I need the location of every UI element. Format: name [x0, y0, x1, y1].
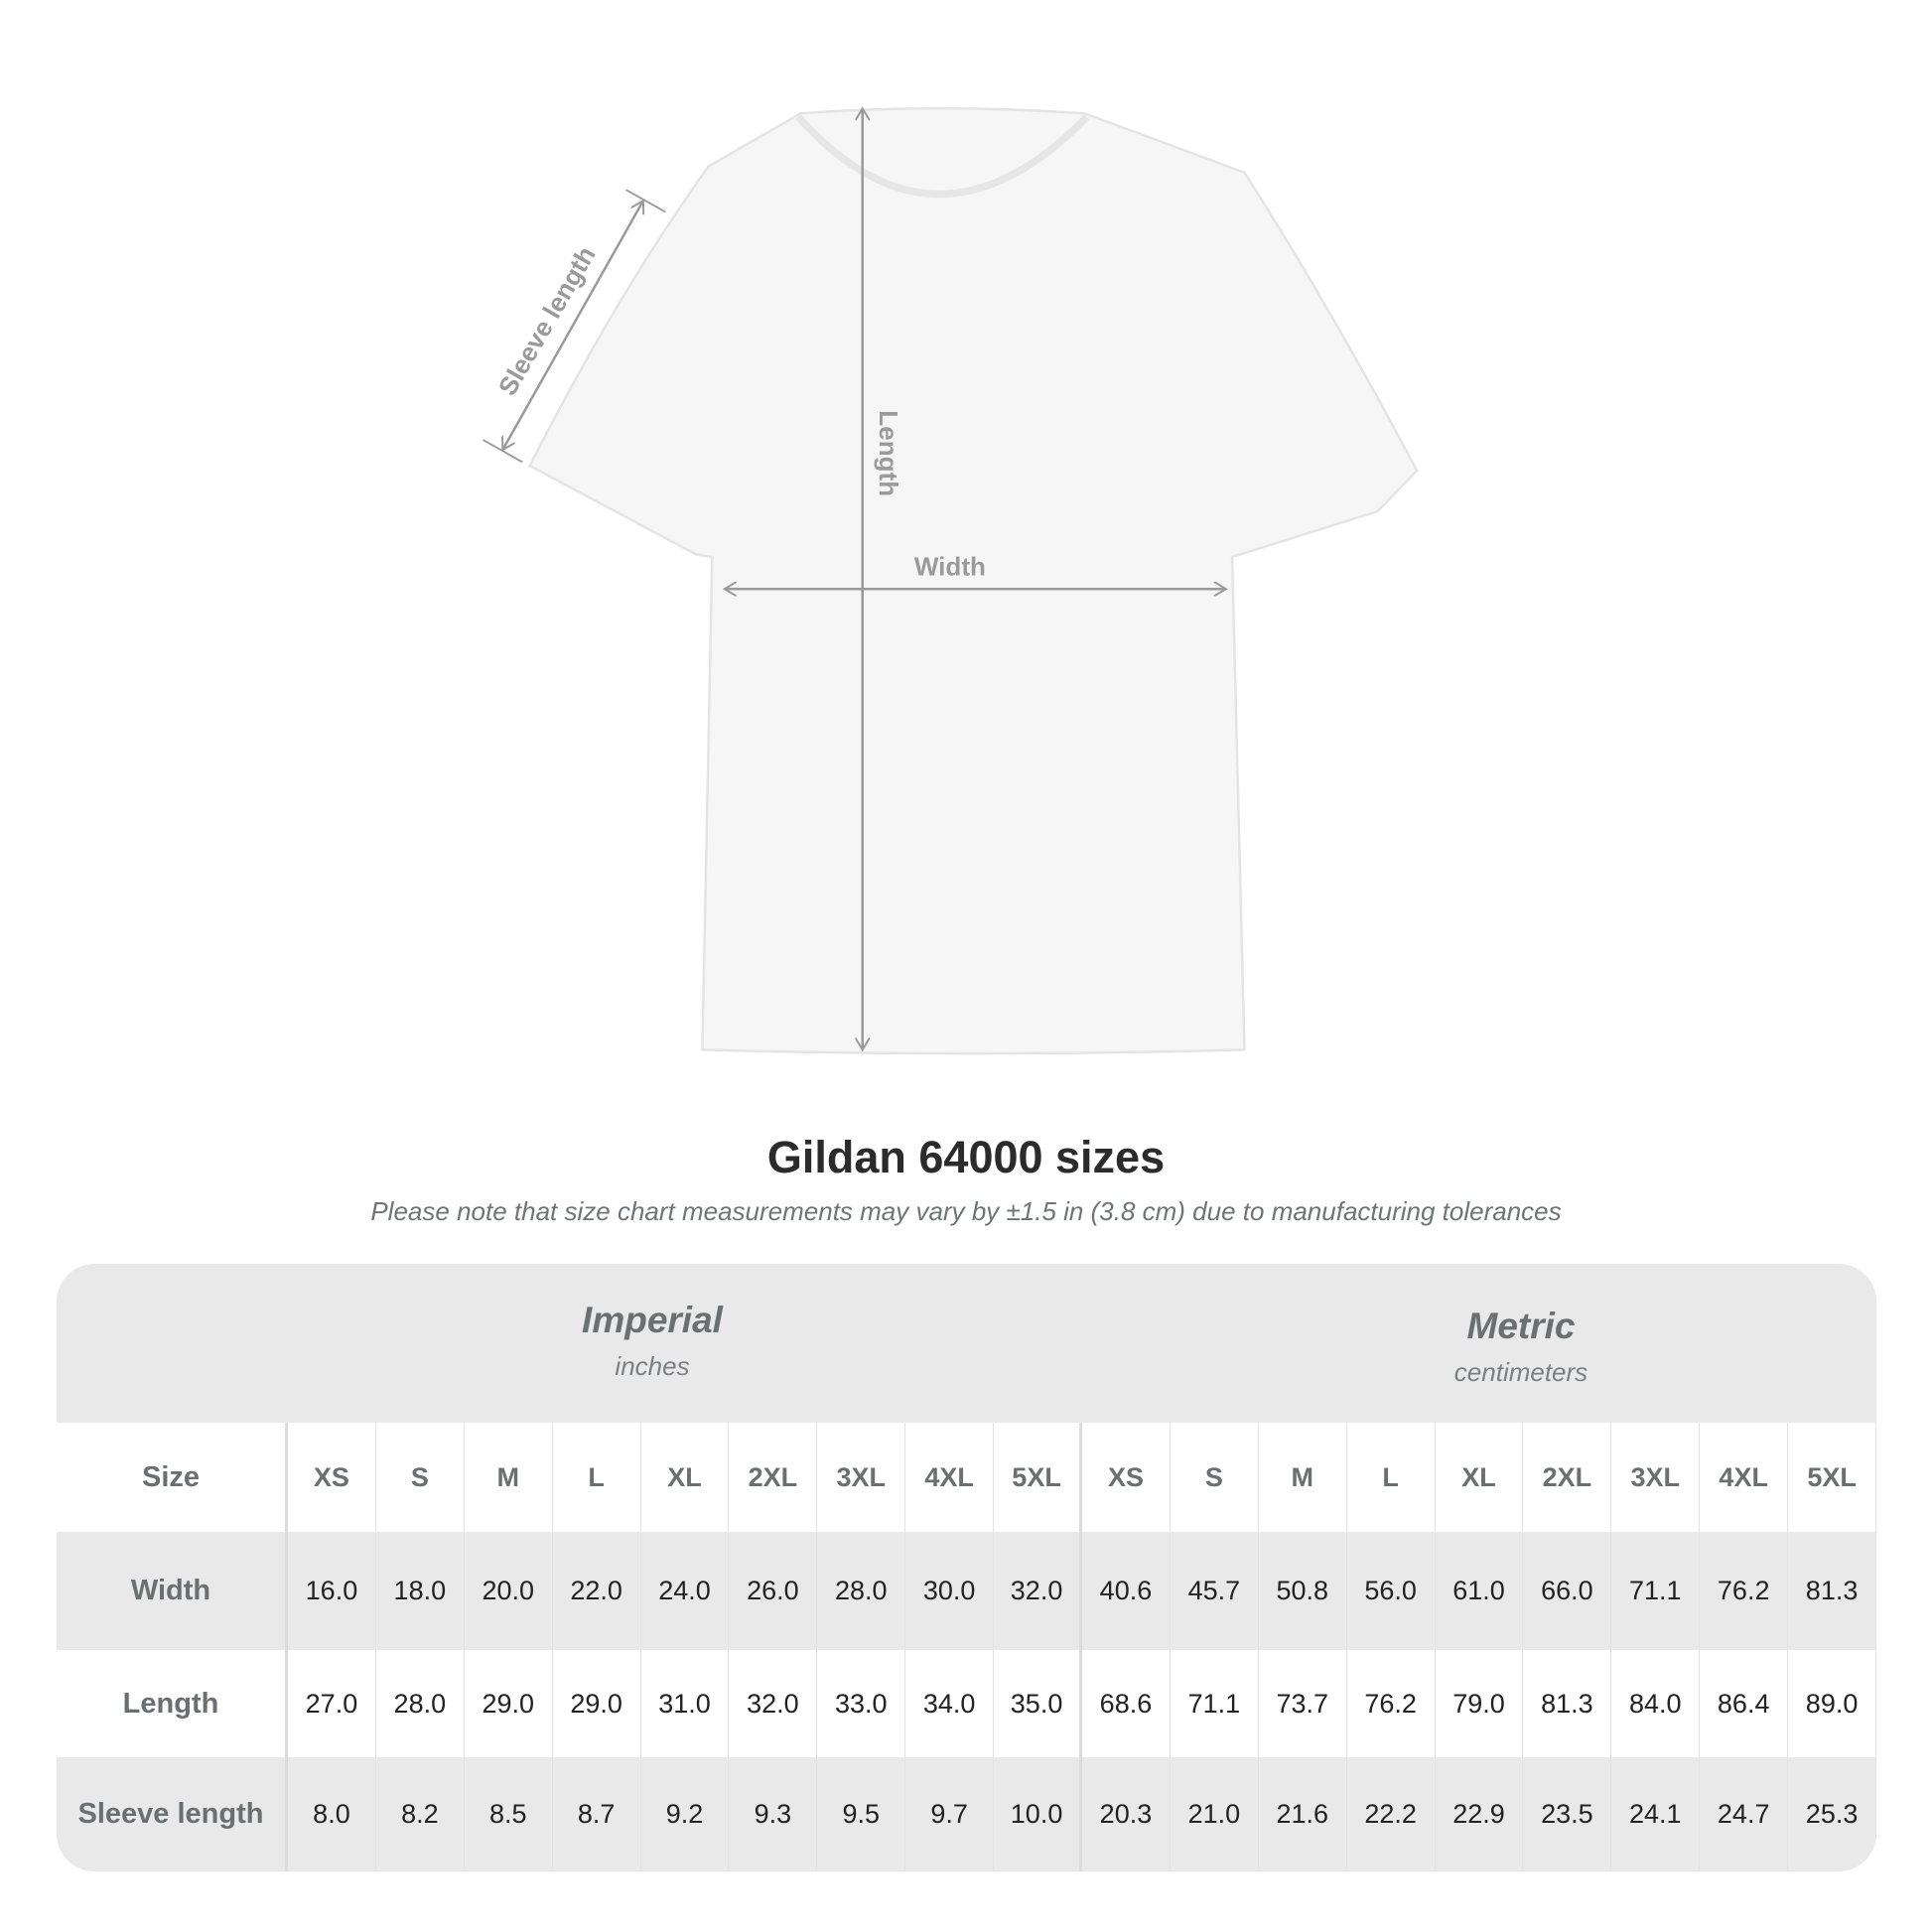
size-table: Imperial inches Metric centimeters Size X…	[57, 1264, 1876, 1871]
imperial-title: Imperial	[582, 1300, 723, 1340]
cell-metric: 71.1	[1611, 1532, 1701, 1650]
cell-metric: 40.6	[1082, 1532, 1171, 1650]
cell-metric: 89.0	[1788, 1650, 1876, 1757]
table-row: Sleeve length 8.0 8.2 8.5 8.7 9.2 9.3 9.5 9.7 10.…	[57, 1757, 1876, 1871]
cell-imperial: 16.0	[288, 1532, 376, 1650]
cell-metric: 21.6	[1259, 1757, 1347, 1871]
size-header-metric: S	[1171, 1423, 1259, 1532]
cell-metric: 81.3	[1788, 1532, 1876, 1650]
metric-title: Metric	[1466, 1306, 1576, 1346]
cell-imperial: 31.0	[641, 1650, 730, 1757]
size-header-imperial: L	[553, 1423, 641, 1532]
cell-imperial: 9.7	[905, 1757, 995, 1871]
size-header-imperial: 3XL	[817, 1423, 906, 1532]
unit-header	[57, 1264, 1876, 1423]
cell-imperial: 27.0	[288, 1650, 376, 1757]
cell-metric: 79.0	[1436, 1650, 1524, 1757]
cell-metric: 24.1	[1611, 1757, 1701, 1871]
cell-metric: 86.4	[1700, 1650, 1789, 1757]
cell-metric: 66.0	[1523, 1532, 1612, 1650]
size-header-imperial: XS	[288, 1423, 376, 1532]
cell-imperial: 8.5	[465, 1757, 553, 1871]
length-label: Length	[874, 410, 903, 496]
size-header-imperial: 2XL	[729, 1423, 818, 1532]
row-label: Width	[57, 1532, 288, 1650]
cell-metric: 25.3	[1788, 1757, 1876, 1871]
cell-imperial: 30.0	[905, 1532, 995, 1650]
cell-metric: 45.7	[1171, 1532, 1259, 1650]
size-header-imperial: 4XL	[905, 1423, 995, 1532]
cell-imperial: 35.0	[994, 1650, 1083, 1757]
cell-metric: 50.8	[1259, 1532, 1347, 1650]
size-header-metric: 3XL	[1611, 1423, 1701, 1532]
imperial-header: Imperial inches	[354, 1300, 950, 1382]
cell-imperial: 18.0	[376, 1532, 465, 1650]
cell-metric: 20.3	[1082, 1757, 1171, 1871]
cell-metric: 61.0	[1436, 1532, 1524, 1650]
cell-imperial: 26.0	[729, 1532, 818, 1650]
size-header-imperial: S	[376, 1423, 465, 1532]
cell-metric: 24.7	[1700, 1757, 1789, 1871]
row-label: Size	[57, 1423, 288, 1532]
collar	[795, 114, 1090, 199]
cell-metric: 71.1	[1171, 1650, 1259, 1757]
cell-metric: 21.0	[1171, 1757, 1259, 1871]
cell-metric: 22.2	[1347, 1757, 1436, 1871]
cell-imperial: 9.2	[641, 1757, 730, 1871]
row-label: Length	[57, 1650, 288, 1757]
cell-imperial: 28.0	[376, 1650, 465, 1757]
size-header-metric: XS	[1082, 1423, 1171, 1532]
table-row: Length 27.0 28.0 29.0 29.0 31.0 32.0 33.0 34.0 35…	[57, 1650, 1876, 1757]
cell-metric: 76.2	[1700, 1532, 1789, 1650]
cell-metric: 68.6	[1082, 1650, 1171, 1757]
cell-imperial: 28.0	[817, 1532, 906, 1650]
page-title: Gildan 64000 sizes	[766, 1132, 1166, 1182]
cell-metric: 56.0	[1347, 1532, 1436, 1650]
cell-imperial: 34.0	[905, 1650, 995, 1757]
size-header-metric: 5XL	[1788, 1423, 1876, 1532]
cell-imperial: 8.7	[553, 1757, 641, 1871]
size-header-metric: 4XL	[1700, 1423, 1789, 1532]
cell-imperial: 33.0	[817, 1650, 906, 1757]
cell-imperial: 9.3	[729, 1757, 818, 1871]
cell-imperial: 9.5	[817, 1757, 906, 1871]
cell-imperial: 8.0	[288, 1757, 376, 1871]
width-label: Width	[914, 552, 986, 582]
imperial-unit: inches	[615, 1351, 690, 1381]
metric-header: Metric centimeters	[1223, 1306, 1819, 1388]
cell-imperial: 20.0	[465, 1532, 553, 1650]
cell-metric: 84.0	[1611, 1650, 1701, 1757]
cell-metric: 81.3	[1523, 1650, 1612, 1757]
sleeve-arrow	[502, 201, 642, 450]
size-header-imperial: M	[465, 1423, 553, 1532]
cell-metric: 73.7	[1259, 1650, 1347, 1757]
cell-imperial: 22.0	[553, 1532, 641, 1650]
cell-imperial: 32.0	[994, 1532, 1083, 1650]
cell-metric: 76.2	[1347, 1650, 1436, 1757]
size-header-imperial: XL	[641, 1423, 730, 1532]
cell-metric: 22.9	[1436, 1757, 1524, 1871]
size-header-metric: L	[1347, 1423, 1436, 1532]
cell-imperial: 24.0	[641, 1532, 730, 1650]
table-row: Width 16.0 18.0 20.0 22.0 24.0 26.0 28.0 30.0 32.…	[57, 1532, 1876, 1650]
cell-imperial: 32.0	[729, 1650, 818, 1757]
size-header-metric: 2XL	[1523, 1423, 1612, 1532]
size-header-row: Size XS S M L XL 2XL 3XL 4XL 5XL XS S M L XL 2XL 3XL 4XL 5…	[57, 1423, 1876, 1532]
cell-metric: 23.5	[1523, 1757, 1612, 1871]
size-header-metric: XL	[1436, 1423, 1524, 1532]
cell-imperial: 8.2	[376, 1757, 465, 1871]
size-header-imperial: 5XL	[994, 1423, 1083, 1532]
row-label: Sleeve length	[57, 1757, 288, 1871]
metric-unit: centimeters	[1453, 1357, 1588, 1387]
tolerance-note: Please note that size chart measurements…	[370, 1196, 1562, 1226]
cell-imperial: 29.0	[553, 1650, 641, 1757]
size-header-metric: M	[1259, 1423, 1347, 1532]
cell-imperial: 29.0	[465, 1650, 553, 1757]
cell-imperial: 10.0	[994, 1757, 1083, 1871]
